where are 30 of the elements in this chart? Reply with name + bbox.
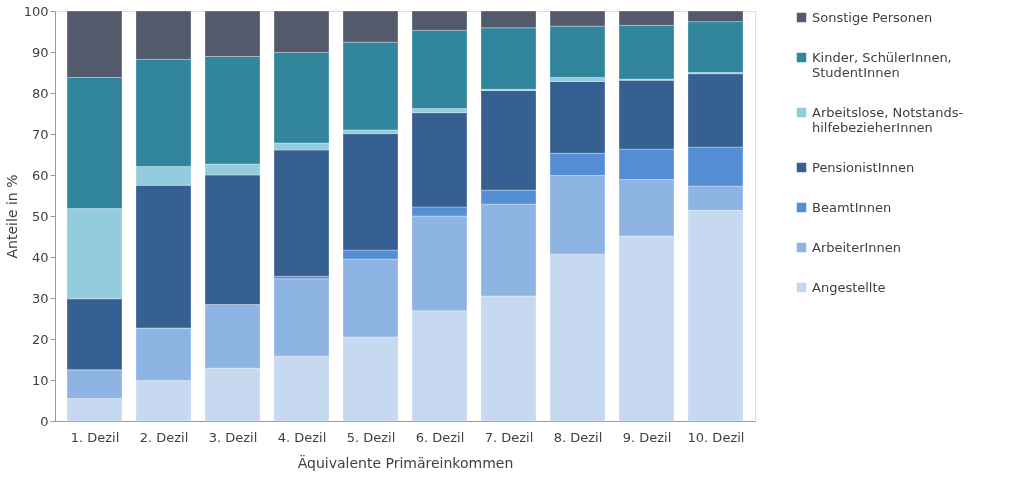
y-tick-label: 0 [40,413,49,429]
x-axis-title: Äquivalente Primäreinkommen [297,453,514,471]
legend-label: ArbeiterInnen [812,239,902,255]
x-tick-label: 5. Dezil [346,429,396,445]
x-tick-label: 9. Dezil [622,429,672,445]
x-tick-label: 2. Dezil [139,429,189,445]
legend-label: Kinder, SchülerInnen, StudentInnen [812,49,952,80]
y-tick-label: 40 [31,249,49,265]
legend-label: Sonstige Personen [812,9,933,25]
y-axis-title: Anteile in % [3,174,20,259]
x-tick-label: 4. Dezil [277,429,327,445]
y-tick-label: 90 [31,44,49,60]
legend-label: BeamtInnen [812,199,892,215]
legend-label: Angestellte [812,279,886,295]
y-tick-label: 60 [31,167,49,183]
y-tick-label: 10 [31,372,49,388]
x-tick-label: 10. Dezil [687,429,745,445]
y-tick-label: 20 [31,331,49,347]
legend-label: Arbeitslose, Notstands- hilfebezieherInnen [812,104,964,135]
y-tick-label: 30 [31,290,49,306]
y-tick-label: 80 [31,85,49,101]
x-tick-label: 6. Dezil [415,429,465,445]
x-tick-label: 8. Dezil [553,429,603,445]
y-tick-label: 100 [23,3,49,19]
x-tick-label: 1. Dezil [70,429,120,445]
y-tick-label: 70 [31,126,49,142]
x-tick-label: 3. Dezil [208,429,258,445]
y-tick-label: 50 [31,208,49,224]
x-tick-label: 7. Dezil [484,429,534,445]
legend-label: PensionistInnen [812,159,915,175]
